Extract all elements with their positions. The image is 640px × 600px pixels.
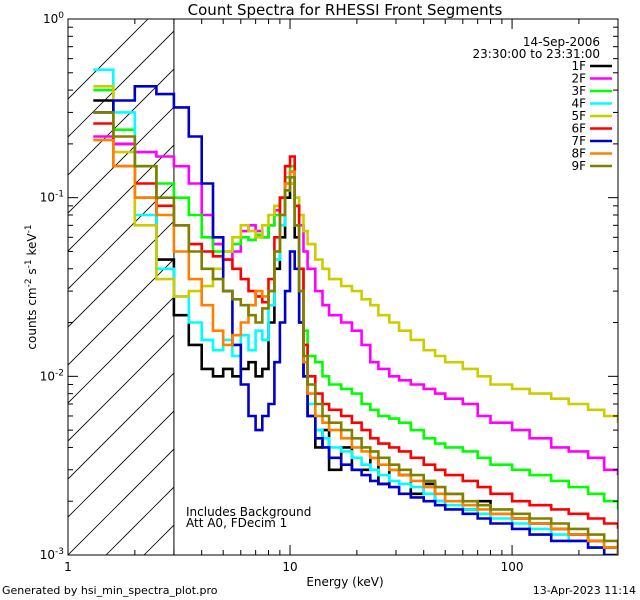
legend-label: 6F — [571, 122, 586, 136]
x-tick-label: 1 — [64, 560, 72, 574]
y-tick-label: 10-3 — [40, 547, 64, 562]
y-axis-label: counts cm-2 s-1 keV-1 — [24, 224, 39, 349]
hatch-line — [68, 68, 174, 176]
series-2F — [93, 135, 618, 476]
x-axis-label: Energy (keV) — [306, 575, 383, 589]
hatch-line — [68, 220, 174, 328]
legend-label: 5F — [571, 109, 586, 123]
hatch-line — [68, 258, 174, 366]
legend-date: 14-Sep-2006 — [523, 35, 600, 49]
legend-label: 7F — [571, 134, 586, 148]
footer-timestamp: 13-Apr-2023 11:14 — [533, 584, 636, 597]
x-tick-label: 10 — [282, 560, 297, 574]
legend: 14-Sep-2006 23:30:00 to 23:31:00 1F2F3F4… — [473, 35, 612, 173]
series-9F — [93, 111, 618, 548]
legend-label: 1F — [571, 59, 586, 73]
series-4F — [93, 68, 618, 555]
legend-label: 8F — [571, 147, 586, 161]
x-axis: 1 10 100 — [64, 19, 619, 574]
series-layer — [93, 68, 618, 555]
footer-generator: Generated by hsi_min_spectra_plot.pro — [2, 584, 218, 597]
legend-label: 9F — [571, 159, 586, 173]
hatch-line — [105, 486, 174, 555]
plot-frame — [67, 18, 619, 556]
series-5F — [93, 85, 618, 423]
hatch-line — [68, 144, 174, 252]
series-1F — [93, 99, 618, 555]
y-axis: 10-3 10-2 10-1 100 — [40, 11, 618, 562]
legend-label: 4F — [571, 97, 586, 111]
hatch-line — [600, 19, 640, 555]
series-8F — [93, 138, 618, 555]
x-tick-label: 100 — [501, 560, 524, 574]
y-tick-label: 100 — [43, 11, 64, 26]
hatch-line — [68, 448, 174, 555]
legend-label: 3F — [571, 84, 586, 98]
legend-time-range: 23:30:00 to 23:31:00 — [473, 47, 600, 61]
chart-title: Count Spectra for RHESSI Front Segments — [188, 1, 503, 19]
hatch-line — [143, 524, 174, 555]
hatch-line — [68, 182, 174, 290]
annotation-attenuator: Att A0, FDecim 1 — [186, 516, 287, 530]
y-tick-label: 10-1 — [40, 190, 64, 205]
y-tick-label: 10-2 — [40, 368, 64, 383]
hatch-line — [68, 30, 174, 138]
hatch-line — [68, 410, 174, 518]
hatch-line — [68, 372, 174, 480]
legend-label: 2F — [571, 72, 586, 86]
annotation-background: Includes Background — [186, 505, 311, 519]
